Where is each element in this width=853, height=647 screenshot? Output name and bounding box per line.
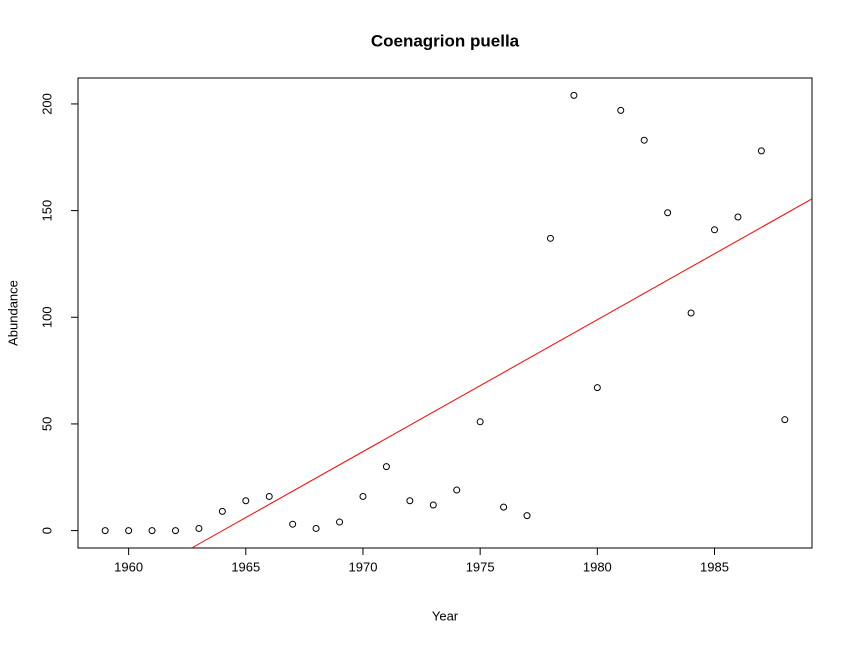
point xyxy=(336,518,344,526)
point xyxy=(289,520,297,528)
point xyxy=(734,213,742,221)
y-tick-label: 50 xyxy=(39,417,54,431)
point xyxy=(101,527,109,535)
x-tick-label: 1970 xyxy=(349,559,378,574)
point xyxy=(265,492,273,500)
point xyxy=(125,527,133,535)
x-tick-label: 1965 xyxy=(231,559,260,574)
point xyxy=(382,463,390,471)
point xyxy=(500,503,508,511)
y-tick-label: 150 xyxy=(39,200,54,222)
plot-frame xyxy=(77,77,813,549)
point xyxy=(359,492,367,500)
point xyxy=(664,209,672,217)
y-tick-label: 200 xyxy=(39,93,54,115)
x-tick-label: 1960 xyxy=(114,559,143,574)
y-axis-label: Abundance xyxy=(5,280,20,346)
y-tick-label: 100 xyxy=(39,306,54,328)
point xyxy=(171,527,179,535)
point xyxy=(195,524,203,532)
point xyxy=(711,226,719,234)
point xyxy=(218,507,226,515)
point xyxy=(148,527,156,535)
point xyxy=(593,384,601,392)
x-tick-label: 1980 xyxy=(583,559,612,574)
point xyxy=(429,501,437,509)
y-tick-label: 0 xyxy=(39,527,54,534)
point xyxy=(242,497,250,505)
point xyxy=(453,486,461,494)
point xyxy=(476,418,484,426)
point xyxy=(570,91,578,99)
point xyxy=(546,234,554,242)
point xyxy=(640,136,648,144)
point xyxy=(617,106,625,114)
point xyxy=(523,512,531,520)
point xyxy=(312,524,320,532)
trend-line xyxy=(191,198,813,549)
x-tick-label: 1975 xyxy=(466,559,495,574)
x-axis-label: Year xyxy=(432,608,459,623)
point xyxy=(687,309,695,317)
point xyxy=(781,416,789,424)
point xyxy=(406,497,414,505)
chart-title: Coenagrion puella xyxy=(371,31,520,50)
point xyxy=(757,147,765,155)
x-tick-label: 1985 xyxy=(700,559,729,574)
